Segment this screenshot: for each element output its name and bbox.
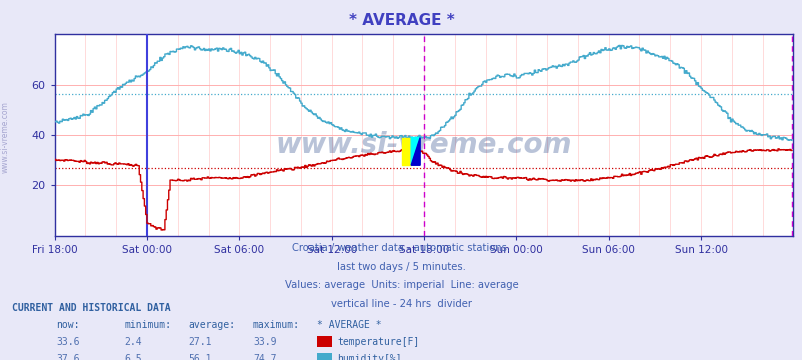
Text: 6.5: 6.5: [124, 354, 142, 360]
Text: www.si-vreme.com: www.si-vreme.com: [275, 131, 572, 159]
Text: * AVERAGE *: * AVERAGE *: [317, 320, 381, 330]
Text: 2.4: 2.4: [124, 337, 142, 347]
Text: 33.6: 33.6: [56, 337, 79, 347]
Text: now:: now:: [56, 320, 79, 330]
Text: 56.1: 56.1: [188, 354, 212, 360]
Text: last two days / 5 minutes.: last two days / 5 minutes.: [337, 262, 465, 272]
Text: humidity[%]: humidity[%]: [337, 354, 401, 360]
Text: 27.1: 27.1: [188, 337, 212, 347]
Text: minimum:: minimum:: [124, 320, 172, 330]
Text: vertical line - 24 hrs  divider: vertical line - 24 hrs divider: [330, 299, 472, 309]
Polygon shape: [411, 138, 419, 165]
Text: 37.6: 37.6: [56, 354, 79, 360]
Text: Croatia / weather data - automatic stations.: Croatia / weather data - automatic stati…: [292, 243, 510, 253]
Text: average:: average:: [188, 320, 236, 330]
Text: 33.9: 33.9: [253, 337, 276, 347]
Text: 74.7: 74.7: [253, 354, 276, 360]
Text: temperature[F]: temperature[F]: [337, 337, 419, 347]
Text: www.si-vreme.com: www.si-vreme.com: [1, 101, 10, 173]
Text: * AVERAGE *: * AVERAGE *: [348, 13, 454, 28]
Polygon shape: [411, 138, 419, 165]
Text: maximum:: maximum:: [253, 320, 300, 330]
Text: Values: average  Units: imperial  Line: average: Values: average Units: imperial Line: av…: [284, 280, 518, 291]
Text: CURRENT AND HISTORICAL DATA: CURRENT AND HISTORICAL DATA: [12, 303, 171, 314]
